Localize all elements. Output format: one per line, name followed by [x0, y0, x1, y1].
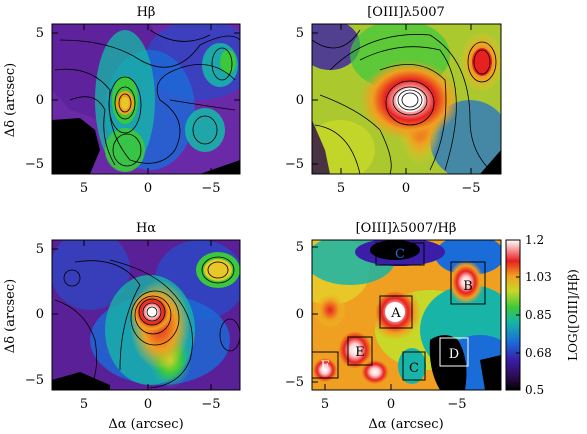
p2-ytick-5: 5: [296, 26, 304, 41]
region-label-f: F: [320, 359, 329, 374]
p2-ytick-m5: −5: [285, 157, 304, 172]
region-label-e: E: [355, 345, 365, 360]
colorbar-tick-2: 0.85: [525, 308, 552, 322]
region-box-b: [450, 261, 486, 305]
region-box-d: [439, 337, 469, 367]
p2-xtick-5: 5: [337, 181, 345, 196]
p2-xtick-m5: −5: [461, 181, 480, 196]
p3-ytick-0: 0: [36, 307, 44, 322]
p3-ylabel: Δδ (arcsec): [3, 279, 18, 353]
p1-ytick-0: 0: [36, 93, 44, 108]
region-box-c-top: [375, 242, 425, 266]
p3-ytick-5: 5: [36, 242, 44, 257]
p1-ytick-5: 5: [36, 26, 44, 41]
region-label-d: D: [449, 347, 459, 362]
colorbar-tick-0: 1.2: [525, 233, 544, 247]
p2-xtick-0: 0: [402, 181, 410, 196]
panel-ratio: [OIII]λ5007/Hβ C B A C D E F: [311, 221, 502, 391]
p3-xtick-5: 5: [80, 397, 88, 412]
title-hbeta: Hβ: [137, 5, 156, 20]
p4-ytick-0: 0: [296, 307, 304, 322]
region-box-f: [311, 351, 339, 379]
region-label-c-top: C: [395, 247, 405, 262]
p4-xtick-5: 5: [321, 397, 329, 412]
panel-hbeta: Hβ: [51, 5, 241, 175]
p1-xtick-0: 0: [144, 181, 152, 196]
region-box-e: [347, 336, 373, 366]
axis-ticks: [52, 24, 472, 390]
region-label-b: B: [463, 279, 473, 294]
region-label-a: A: [390, 306, 401, 321]
p4-ytick-m5: −5: [285, 375, 304, 390]
p4-xtick-m5: −5: [447, 397, 466, 412]
title-ratio: [OIII]λ5007/Hβ: [356, 221, 457, 236]
colorbar-tick-1: 1.03: [525, 270, 552, 284]
colorbar-label: LOG([OIII]/Hβ): [566, 269, 580, 361]
p4-ytick-5: 5: [296, 240, 304, 255]
region-label-c-bottom: C: [409, 361, 419, 376]
p3-ytick-m5: −5: [25, 373, 44, 388]
panel-halpha: Hα: [51, 221, 241, 391]
p3-xtick-m5: −5: [201, 397, 220, 412]
p2-ytick-0: 0: [296, 93, 304, 108]
panel-oiii: [OIII]λ5007: [311, 5, 502, 175]
region-box-c-bottom: [402, 351, 426, 381]
region-box-a: [379, 295, 413, 329]
title-halpha: Hα: [136, 221, 156, 236]
title-oiii: [OIII]λ5007: [367, 5, 445, 20]
p4-xlabel: Δα (arcsec): [368, 417, 443, 432]
p4-xtick-0: 0: [387, 397, 395, 412]
p1-xtick-5: 5: [80, 181, 88, 196]
colorbar-tick-4: 0.5: [525, 383, 544, 397]
colorbar: 1.2 1.03 0.85 0.68 0.5 LOG([OIII]/Hβ): [505, 233, 580, 397]
p3-xlabel: Δα (arcsec): [108, 417, 183, 432]
p1-xtick-m5: −5: [201, 181, 220, 196]
p1-ytick-m5: −5: [25, 157, 44, 172]
p3-xtick-0: 0: [144, 397, 152, 412]
p1-ylabel: Δδ (arcsec): [3, 63, 18, 137]
colorbar-tick-3: 0.68: [525, 346, 552, 360]
